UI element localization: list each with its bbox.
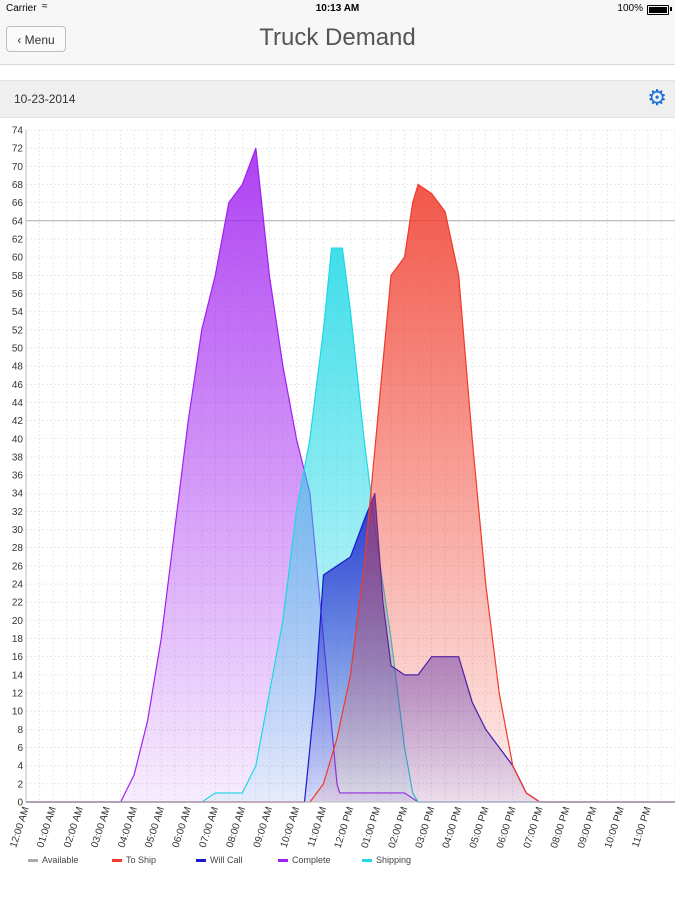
y-tick-label: 48 xyxy=(12,362,24,373)
x-tick-label: 10:00 AM xyxy=(279,806,303,850)
series-area-complete xyxy=(26,148,675,802)
x-tick-label: 10:00 PM xyxy=(603,806,627,850)
truck-demand-chart: 0246810121416182022242628303234363840424… xyxy=(8,126,675,865)
x-tick-label: 06:00 AM xyxy=(171,806,195,850)
x-tick-label: 07:00 AM xyxy=(198,806,222,850)
x-tick-label: 05:00 PM xyxy=(468,806,492,850)
legend-label-complete: Complete xyxy=(292,855,331,865)
navigation-bar: ‹ Menu Truck Demand xyxy=(0,18,675,65)
date-bar: 10-23-2014 ⚙ xyxy=(0,80,675,118)
series-line-to-ship xyxy=(26,183,675,803)
y-tick-label: 74 xyxy=(12,126,24,137)
gear-icon[interactable]: ⚙ xyxy=(647,85,667,110)
legend-swatch-will-call xyxy=(196,859,206,862)
y-tick-label: 36 xyxy=(12,471,24,482)
y-tick-label: 70 xyxy=(12,162,24,173)
chevron-left-icon: ‹ xyxy=(17,33,22,47)
legend-label-available: Available xyxy=(42,855,78,865)
y-tick-label: 8 xyxy=(17,725,23,736)
y-tick-label: 60 xyxy=(12,253,24,264)
y-tick-label: 66 xyxy=(12,198,24,209)
y-tick-label: 22 xyxy=(12,598,24,609)
y-tick-label: 72 xyxy=(12,144,24,155)
x-tick-label: 01:00 AM xyxy=(35,806,59,850)
battery-percent: 100% xyxy=(617,3,643,14)
y-tick-label: 10 xyxy=(12,707,24,718)
x-tick-label: 12:00 AM xyxy=(8,806,32,850)
x-tick-label: 02:00 AM xyxy=(62,806,86,850)
y-tick-label: 16 xyxy=(12,652,24,663)
series-area-shipping xyxy=(26,248,675,802)
x-tick-label: 02:00 PM xyxy=(387,806,411,850)
y-tick-label: 38 xyxy=(12,452,24,463)
y-tick-label: 26 xyxy=(12,561,24,572)
legend-swatch-complete xyxy=(278,859,288,862)
x-tick-label: 05:00 AM xyxy=(144,806,168,850)
y-tick-label: 0 xyxy=(17,798,23,809)
x-tick-label: 07:00 PM xyxy=(522,806,546,850)
y-tick-label: 46 xyxy=(12,380,24,391)
date-label: 10-23-2014 xyxy=(14,92,76,106)
legend-swatch-shipping xyxy=(362,859,372,862)
y-tick-label: 68 xyxy=(12,180,24,191)
legend-swatch-available xyxy=(28,859,38,862)
x-tick-label: 04:00 AM xyxy=(116,806,140,850)
wifi-icon: ≈ xyxy=(42,1,48,12)
y-tick-label: 12 xyxy=(12,689,24,700)
y-tick-label: 64 xyxy=(12,216,24,227)
y-tick-label: 20 xyxy=(12,616,24,627)
y-tick-label: 2 xyxy=(17,779,23,790)
legend-label-shipping: Shipping xyxy=(376,855,411,865)
x-tick-label: 08:00 PM xyxy=(549,806,573,850)
x-tick-label: 01:00 PM xyxy=(360,806,384,850)
series-area-will-call xyxy=(26,493,675,802)
y-tick-label: 4 xyxy=(17,761,23,772)
y-tick-label: 62 xyxy=(12,234,24,245)
legend-swatch-to-ship xyxy=(112,859,122,862)
battery-icon xyxy=(647,5,669,15)
x-tick-label: 09:00 AM xyxy=(252,806,276,850)
carrier-label: Carrier xyxy=(6,3,37,14)
x-tick-label: 08:00 AM xyxy=(225,806,249,850)
y-tick-label: 24 xyxy=(12,580,24,591)
x-tick-label: 12:00 PM xyxy=(333,806,357,850)
y-tick-label: 54 xyxy=(12,307,24,318)
y-tick-label: 32 xyxy=(12,507,24,518)
status-bar: Carrier ≈ 10:13 AM 100% xyxy=(0,0,675,18)
y-tick-label: 28 xyxy=(12,543,24,554)
y-tick-label: 42 xyxy=(12,416,24,427)
y-tick-label: 18 xyxy=(12,634,24,645)
series-area-to-ship xyxy=(26,184,675,803)
legend-label-will-call: Will Call xyxy=(210,855,243,865)
y-tick-label: 44 xyxy=(12,398,24,409)
y-tick-label: 50 xyxy=(12,343,24,354)
x-tick-label: 06:00 PM xyxy=(495,806,519,850)
legend-label-to-ship: To Ship xyxy=(126,855,156,865)
y-tick-label: 52 xyxy=(12,325,24,336)
y-tick-label: 40 xyxy=(12,434,24,445)
x-tick-label: 11:00 AM xyxy=(306,806,329,849)
page-title: Truck Demand xyxy=(259,24,416,51)
x-tick-label: 09:00 PM xyxy=(576,806,600,850)
y-tick-label: 14 xyxy=(12,670,24,681)
menu-button-label: Menu xyxy=(24,33,55,47)
x-tick-label: 11:00 PM xyxy=(630,806,653,849)
menu-back-button[interactable]: ‹ Menu xyxy=(6,26,66,52)
y-tick-label: 56 xyxy=(12,289,24,300)
y-tick-label: 6 xyxy=(17,743,23,754)
x-tick-label: 03:00 PM xyxy=(414,806,438,850)
y-tick-label: 30 xyxy=(12,525,24,536)
clock-label: 10:13 AM xyxy=(315,3,360,14)
x-tick-label: 04:00 PM xyxy=(441,806,465,850)
y-tick-label: 58 xyxy=(12,271,24,282)
y-tick-label: 34 xyxy=(12,489,24,500)
x-tick-label: 03:00 AM xyxy=(89,806,113,850)
